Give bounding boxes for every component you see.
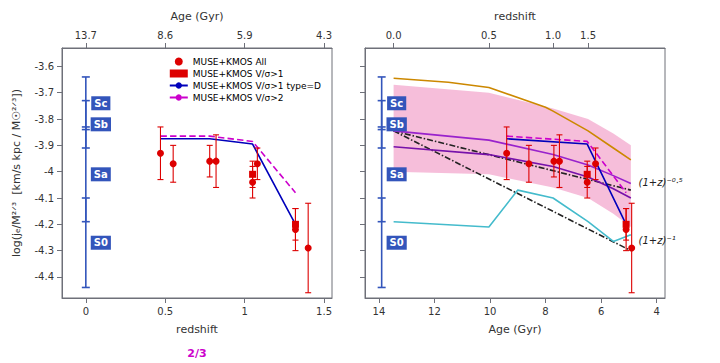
svg-text:5.9: 5.9: [237, 30, 253, 41]
svg-text:(1+z)⁻¹: (1+z)⁻¹: [639, 235, 676, 246]
svg-text:Sb: Sb: [389, 119, 403, 130]
svg-text:Sa: Sa: [94, 169, 108, 180]
svg-text:Sc: Sc: [94, 98, 107, 109]
svg-text:0.5: 0.5: [481, 30, 497, 41]
svg-text:MUSE+KMOS V/σ>2: MUSE+KMOS V/σ>2: [193, 93, 284, 103]
svg-text:MUSE+KMOS V/σ>1: MUSE+KMOS V/σ>1: [193, 69, 284, 79]
svg-text:4: 4: [653, 306, 659, 317]
svg-text:redshift: redshift: [176, 323, 218, 336]
svg-text:0.5: 0.5: [157, 306, 173, 317]
svg-text:1.0: 1.0: [545, 30, 561, 41]
svg-text:-3.6: -3.6: [34, 61, 54, 72]
svg-text:redshift: redshift: [494, 10, 536, 23]
svg-text:0: 0: [83, 306, 89, 317]
svg-text:2/3: 2/3: [187, 347, 206, 360]
svg-text:-4: -4: [44, 166, 54, 177]
svg-text:1.5: 1.5: [316, 306, 332, 317]
svg-text:log(jₑ/M²ᐟ³ [km/s kpc / M☉²ᐟ³: log(jₑ/M²ᐟ³ [km/s kpc / M☉²ᐟ³]): [10, 89, 23, 257]
svg-text:0.0: 0.0: [386, 30, 402, 41]
svg-text:-4.4: -4.4: [34, 271, 54, 282]
svg-text:MUSE+KMOS V/σ>1 type=D: MUSE+KMOS V/σ>1 type=D: [193, 81, 321, 91]
svg-text:Sb: Sb: [94, 119, 108, 130]
svg-text:8.6: 8.6: [157, 30, 173, 41]
svg-text:-3.9: -3.9: [34, 140, 54, 151]
svg-text:1.5: 1.5: [580, 30, 596, 41]
svg-text:S0: S0: [390, 237, 404, 248]
svg-text:-4.3: -4.3: [34, 245, 54, 256]
svg-text:-3.8: -3.8: [34, 114, 54, 125]
svg-text:8: 8: [542, 306, 548, 317]
svg-text:-4.2: -4.2: [34, 219, 54, 230]
svg-text:S0: S0: [94, 237, 108, 248]
svg-text:Age (Gyr): Age (Gyr): [171, 10, 224, 23]
svg-text:1: 1: [241, 306, 247, 317]
svg-text:14: 14: [373, 306, 386, 317]
svg-text:6: 6: [598, 306, 604, 317]
svg-text:-4.1: -4.1: [34, 193, 54, 204]
svg-text:MUSE+KMOS All: MUSE+KMOS All: [193, 57, 267, 67]
svg-text:Sc: Sc: [390, 98, 403, 109]
svg-text:Sa: Sa: [390, 169, 404, 180]
svg-text:10: 10: [484, 306, 497, 317]
svg-text:12: 12: [428, 306, 441, 317]
svg-text:4.3: 4.3: [316, 30, 332, 41]
svg-text:(1+z)⁻⁰⋅⁵: (1+z)⁻⁰⋅⁵: [639, 177, 683, 188]
svg-text:Age (Gyr): Age (Gyr): [489, 323, 542, 336]
svg-text:-3.7: -3.7: [34, 87, 54, 98]
svg-text:13.7: 13.7: [75, 30, 97, 41]
